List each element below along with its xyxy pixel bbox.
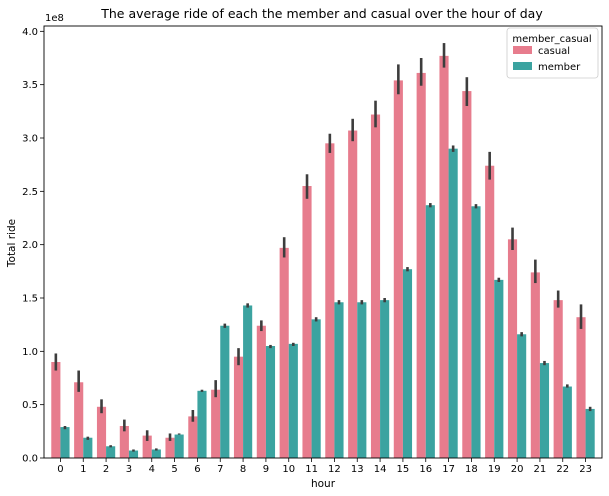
x-tick-label: 23 bbox=[579, 464, 592, 475]
y-tick-label: 1.5 bbox=[22, 294, 38, 305]
bar-member-13 bbox=[357, 302, 367, 458]
y-tick-label: 3.5 bbox=[22, 80, 38, 91]
bar-member-22 bbox=[562, 386, 572, 458]
y-axis-label: Total ride bbox=[6, 219, 18, 268]
bar-member-5 bbox=[174, 434, 184, 458]
bar-member-4 bbox=[151, 449, 161, 458]
x-tick-label: 8 bbox=[240, 464, 246, 475]
bar-casual-22 bbox=[553, 300, 563, 458]
bar-member-18 bbox=[471, 206, 481, 458]
bar-member-9 bbox=[265, 346, 276, 458]
x-tick-label: 7 bbox=[217, 464, 223, 475]
bar-member-17 bbox=[448, 148, 458, 459]
bar-casual-1 bbox=[74, 382, 84, 458]
y-tick-label: 0.0 bbox=[22, 454, 38, 465]
x-tick-label: 0 bbox=[57, 464, 63, 475]
x-tick-label: 20 bbox=[511, 464, 524, 475]
bar-casual-16 bbox=[416, 72, 426, 459]
x-tick-label: 18 bbox=[465, 464, 478, 475]
bar-casual-2 bbox=[96, 406, 107, 458]
bar-casual-19 bbox=[485, 165, 495, 459]
x-tick-label: 9 bbox=[263, 464, 269, 475]
bar-member-3 bbox=[128, 450, 139, 458]
bar-member-2 bbox=[106, 446, 116, 458]
error-bar-layer bbox=[54, 43, 592, 452]
bar-layer bbox=[51, 55, 595, 459]
bar-casual-11 bbox=[302, 186, 312, 458]
bar-member-8 bbox=[243, 305, 253, 458]
bar-member-1 bbox=[83, 437, 93, 458]
x-tick-label: 2 bbox=[103, 464, 109, 475]
x-tick-label: 3 bbox=[126, 464, 132, 475]
legend-title: member_casual bbox=[512, 34, 591, 45]
x-tick-label: 22 bbox=[556, 464, 569, 475]
x-tick-label: 1 bbox=[80, 464, 86, 475]
x-tick-label: 15 bbox=[397, 464, 410, 475]
bar-casual-0 bbox=[51, 362, 61, 458]
bar-member-14 bbox=[380, 300, 390, 458]
bar-casual-9 bbox=[256, 325, 266, 458]
x-tick-label: 16 bbox=[419, 464, 432, 475]
bar-member-0 bbox=[60, 427, 70, 458]
y-tick-label: 4.0 bbox=[22, 27, 38, 38]
bar-member-21 bbox=[539, 363, 550, 458]
x-axis: 0 1 2 3 4 5 6 7 8 9 10 11 12 13 14 15 16 17 18 19 20 21 22 23 bbox=[57, 458, 592, 475]
bar-casual-14 bbox=[370, 114, 381, 458]
bar-casual-21 bbox=[530, 272, 540, 458]
legend-swatch-casual bbox=[513, 46, 532, 54]
bar-member-11 bbox=[311, 319, 321, 458]
bar-casual-23 bbox=[576, 317, 586, 458]
x-tick-label: 13 bbox=[351, 464, 364, 475]
y-tick-label: 0.5 bbox=[22, 400, 38, 411]
y-tick-label: 2.0 bbox=[22, 240, 38, 251]
legend-label-member: member bbox=[538, 62, 581, 73]
x-tick-label: 10 bbox=[282, 464, 295, 475]
y-offset-label: 1e8 bbox=[45, 13, 64, 24]
bar-casual-20 bbox=[507, 239, 518, 458]
x-axis-label: hour bbox=[311, 478, 336, 490]
bar-casual-18 bbox=[462, 91, 472, 458]
bar-member-19 bbox=[494, 279, 504, 458]
bar-casual-10 bbox=[279, 247, 289, 458]
bar-casual-12 bbox=[325, 143, 335, 458]
bar-member-15 bbox=[402, 269, 413, 458]
y-axis: 0.0 0.5 1.0 1.5 2.0 2.5 3.0 3.5 4.0 bbox=[22, 27, 44, 465]
bar-member-6 bbox=[197, 390, 207, 458]
bar-member-23 bbox=[585, 408, 595, 458]
x-tick-label: 5 bbox=[171, 464, 177, 475]
bar-casual-7 bbox=[211, 389, 221, 458]
x-tick-label: 4 bbox=[149, 464, 155, 475]
bar-member-16 bbox=[425, 205, 435, 458]
x-tick-label: 17 bbox=[442, 464, 455, 475]
bar-casual-5 bbox=[165, 437, 175, 458]
x-tick-label: 14 bbox=[374, 464, 387, 475]
x-tick-label: 19 bbox=[488, 464, 501, 475]
y-tick-label: 1.0 bbox=[22, 347, 38, 358]
x-tick-label: 6 bbox=[194, 464, 200, 475]
bar-casual-17 bbox=[439, 55, 449, 459]
bar-casual-6 bbox=[188, 416, 198, 458]
x-tick-label: 12 bbox=[328, 464, 341, 475]
bar-casual-15 bbox=[393, 80, 403, 459]
bar-member-12 bbox=[334, 302, 344, 458]
x-tick-label: 21 bbox=[534, 464, 547, 475]
bar-casual-3 bbox=[119, 426, 129, 458]
x-tick-label: 11 bbox=[305, 464, 318, 475]
legend-swatch-member bbox=[513, 62, 532, 70]
y-tick-label: 3.0 bbox=[22, 134, 38, 145]
legend: member_casual casual member bbox=[506, 27, 599, 79]
bar-member-20 bbox=[517, 334, 527, 458]
bar-casual-13 bbox=[348, 130, 358, 458]
bar-member-7 bbox=[220, 325, 230, 458]
bar-casual-4 bbox=[142, 435, 152, 458]
bar-casual-8 bbox=[233, 356, 244, 458]
chart-title: The average ride of each the member and … bbox=[100, 6, 543, 21]
y-tick-label: 2.5 bbox=[22, 187, 38, 198]
legend-label-casual: casual bbox=[538, 46, 570, 57]
plot-frame bbox=[43, 25, 603, 459]
bar-member-10 bbox=[288, 343, 298, 458]
